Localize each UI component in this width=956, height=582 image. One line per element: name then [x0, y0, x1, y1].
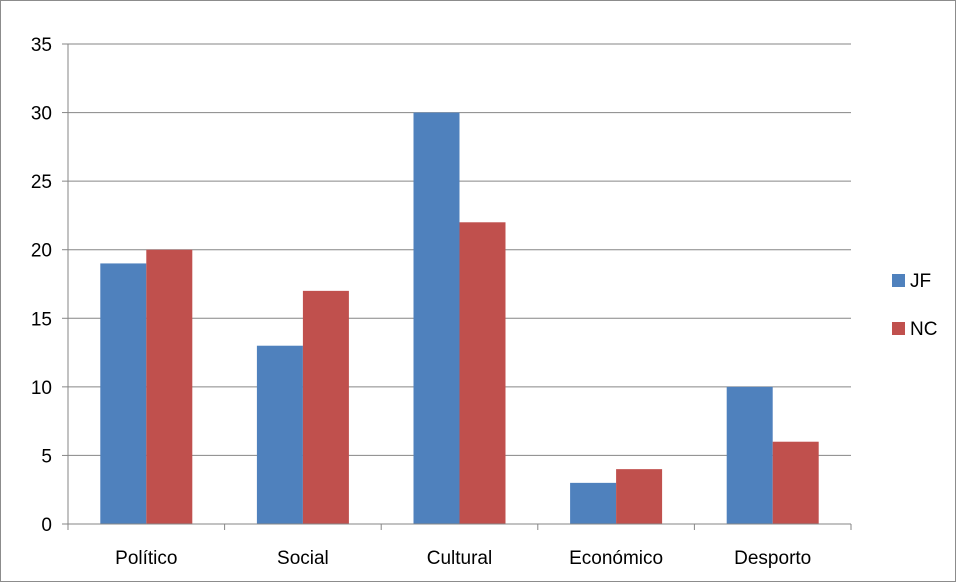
bar-nc-2 — [459, 222, 506, 525]
y-tick-label: 20 — [31, 241, 52, 262]
y-tick-label: 5 — [41, 446, 52, 467]
legend-label-jf: JF — [910, 271, 931, 292]
legend-swatch-nc — [892, 322, 905, 335]
bar-jf-3 — [570, 482, 617, 524]
y-tick-label: 15 — [31, 309, 52, 330]
y-tick-label: 30 — [31, 104, 52, 125]
y-tick-label: 0 — [41, 515, 52, 536]
bar-nc-4 — [772, 441, 819, 524]
bar-jf-0 — [100, 263, 147, 524]
tick-labels: 0 5 10 15 20 25 30 35 Político Social Cultural Econ… — [31, 35, 811, 569]
y-tick-label: 10 — [31, 378, 52, 399]
x-tick-label: Económico — [569, 548, 663, 569]
legend-swatch-jf — [892, 274, 905, 287]
y-tick-label: 35 — [31, 35, 52, 56]
legend: JF NC — [892, 271, 937, 340]
axes — [62, 43, 852, 530]
legend-label-nc: NC — [910, 319, 937, 340]
bars — [100, 112, 819, 525]
x-tick-label: Social — [277, 548, 329, 569]
bar-jf-1 — [256, 345, 303, 524]
y-tick-label: 25 — [31, 172, 52, 193]
bar-nc-0 — [146, 249, 193, 524]
bar-nc-1 — [302, 290, 349, 524]
bar-jf-4 — [726, 386, 773, 524]
x-tick-label: Político — [115, 548, 177, 569]
bar-nc-3 — [616, 469, 663, 524]
bar-jf-2 — [413, 112, 460, 525]
x-tick-label: Cultural — [427, 548, 492, 569]
x-tick-label: Desporto — [734, 548, 811, 569]
